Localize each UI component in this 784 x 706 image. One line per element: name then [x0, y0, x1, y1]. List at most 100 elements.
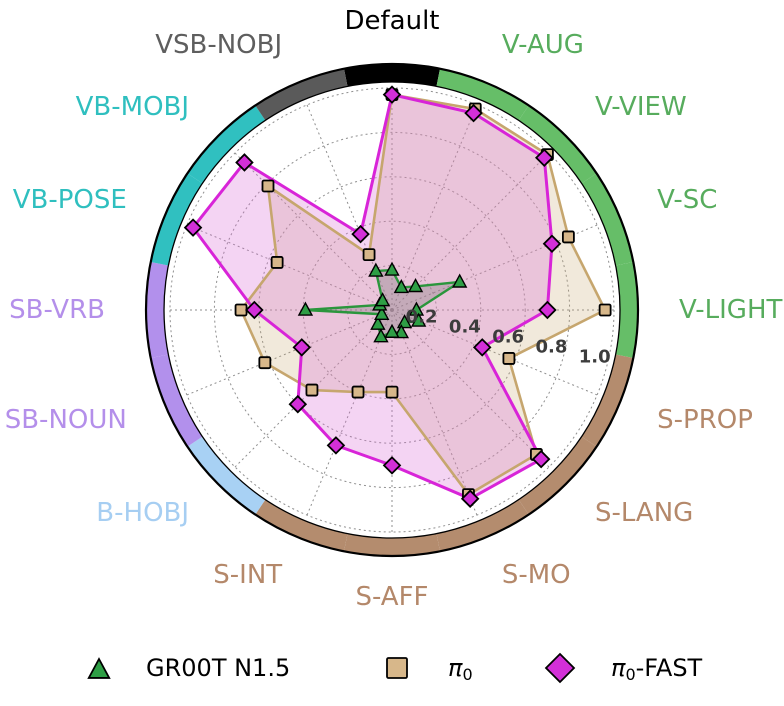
marker-diamond-S-PROP: [472, 338, 492, 357]
marker-triangle-Default: [384, 261, 400, 276]
ring-segment-V-SC: [581, 173, 634, 266]
r-tick-label-0.2: 0.2: [406, 306, 438, 327]
ring-segment-Default: [344, 63, 440, 87]
marker-diamond-S-LANG: [531, 449, 551, 469]
ring-segment-S-INT: [255, 499, 348, 552]
marker-diamond-Default: [382, 85, 402, 104]
grid-spoke-VSB-NOBJ: [306, 104, 393, 311]
category-label-SB-NOUN: SB-NOUN: [5, 405, 127, 435]
marker-triangle-SB-NOUN: [374, 305, 390, 320]
marker-triangle-S-AFF: [384, 323, 400, 338]
ring-segment-VB-POSE: [150, 173, 203, 266]
category-label-S-MO: S-MO: [502, 560, 571, 590]
legend-label-GR00T N1.5: GR00T N1.5: [146, 654, 290, 682]
marker-diamond-V-VIEW: [534, 148, 554, 168]
ring-segment-VSB-NOBJ: [255, 68, 348, 121]
grid-circle-0.4: [302, 220, 482, 400]
marker-square-VB-POSE: [270, 256, 284, 269]
category-label-VB-MOBJ: VB-MOBJ: [76, 92, 189, 122]
category-label-SB-VRB: SB-VRB: [9, 295, 105, 325]
marker-square-S-AFF: [385, 385, 399, 399]
marker-square-S-PROP: [502, 352, 516, 365]
category-label-VB-POSE: VB-POSE: [13, 185, 127, 215]
marker-triangle-V-SC: [451, 273, 468, 288]
marker-square-S-INT: [351, 385, 365, 399]
marker-square-V-LIGHT: [598, 303, 612, 317]
legend-triangle-icon: [87, 657, 111, 679]
marker-diamond-VSB-NOBJ: [351, 224, 370, 244]
marker-diamond-S-MO: [460, 489, 480, 508]
ring-segment-S-LANG: [518, 436, 597, 515]
grid-circle-0.8: [213, 131, 571, 489]
ring-segment-VB-MOBJ: [187, 105, 266, 184]
ring-segment-S-AFF: [344, 533, 440, 557]
category-label-B-HOBJ: B-HOBJ: [96, 498, 189, 528]
marker-triangle-S-PROP: [410, 312, 427, 327]
grid-spoke-SB-NOUN: [186, 309, 393, 396]
ring-segment-B-HOBJ: [187, 436, 266, 515]
ring-outer-edge: [144, 62, 640, 558]
legend-label-π₀-FAST: π0-FAST: [611, 654, 703, 684]
ring-segment-SB-NOUN: [150, 354, 203, 447]
marker-square-VB-MOBJ: [261, 179, 275, 193]
ring-segment-V-LIGHT: [615, 262, 639, 358]
ring-segment-S-PROP: [581, 354, 634, 447]
r-tick-label-0.4: 0.4: [449, 316, 481, 337]
marker-diamond-S-INT: [326, 436, 346, 455]
marker-triangle-V-VIEW: [407, 277, 424, 293]
legend-diamond-icon: [544, 652, 576, 684]
marker-triangle-S-MO: [393, 324, 410, 339]
category-label-S-LANG: S-LANG: [595, 498, 693, 528]
ring-segment-S-MO: [436, 499, 529, 552]
ring-inner-edge: [163, 81, 621, 539]
ring-segment-V-AUG: [436, 68, 529, 121]
category-label-VSB-NOBJ: VSB-NOBJ: [155, 30, 282, 60]
grid-circle-0.2: [347, 265, 437, 355]
grid-spoke-S-LANG: [391, 309, 550, 468]
marker-diamond-B-HOBJ: [288, 394, 308, 414]
category-label-S-PROP: S-PROP: [657, 405, 753, 435]
r-tick-label-0.6: 0.6: [492, 326, 524, 347]
marker-diamond-V-SC: [542, 234, 562, 254]
category-label-V-SC: V-SC: [657, 185, 717, 215]
category-label-Default: Default: [345, 6, 440, 36]
marker-triangle-V-AUG: [393, 278, 410, 294]
r-tick-label-0.8: 0.8: [535, 336, 567, 357]
marker-triangle-SB-VRB: [297, 301, 314, 316]
marker-square-VSB-NOBJ: [362, 248, 376, 262]
grid-spoke-S-PROP: [391, 309, 598, 396]
marker-triangle-B-HOBJ: [370, 315, 386, 330]
series-area-π₀: [241, 94, 606, 495]
grid-spoke-VB-MOBJ: [234, 152, 393, 311]
marker-diamond-V-LIGHT: [538, 300, 557, 320]
marker-diamond-SB-VRB: [245, 300, 264, 320]
legend-square-icon: [386, 657, 408, 679]
r-tick-label-1.0: 1.0: [579, 346, 611, 367]
marker-triangle-V-LIGHT: [408, 301, 425, 316]
legend-label-π₀: π0: [448, 654, 473, 684]
grid-spoke-VB-POSE: [186, 224, 393, 311]
marker-triangle-VSB-NOBJ: [368, 262, 384, 277]
grid-spoke-V-AUG: [391, 104, 478, 311]
marker-square-SB-VRB: [234, 303, 248, 317]
marker-diamond-VB-MOBJ: [235, 153, 254, 172]
category-label-V-AUG: V-AUG: [502, 30, 584, 60]
marker-diamond-SB-NOUN: [292, 338, 312, 357]
category-label-V-VIEW: V-VIEW: [595, 92, 687, 122]
grid-circle-0.6: [258, 176, 526, 444]
marker-square-V-SC: [561, 230, 575, 244]
series-area-π₀-FAST: [193, 94, 552, 499]
marker-diamond-VB-POSE: [183, 218, 203, 237]
marker-triangle-S-INT: [373, 328, 389, 343]
marker-square-B-HOBJ: [305, 383, 319, 397]
ring-segment-SB-VRB: [145, 262, 169, 358]
marker-triangle-VB-MOBJ: [374, 292, 391, 307]
category-label-S-INT: S-INT: [213, 560, 282, 590]
category-label-V-LIGHT: V-LIGHT: [679, 295, 782, 325]
grid-spoke-S-INT: [306, 309, 393, 516]
grid-spoke-V-VIEW: [391, 152, 550, 311]
marker-square-SB-NOUN: [258, 356, 272, 370]
marker-diamond-S-AFF: [382, 456, 402, 475]
